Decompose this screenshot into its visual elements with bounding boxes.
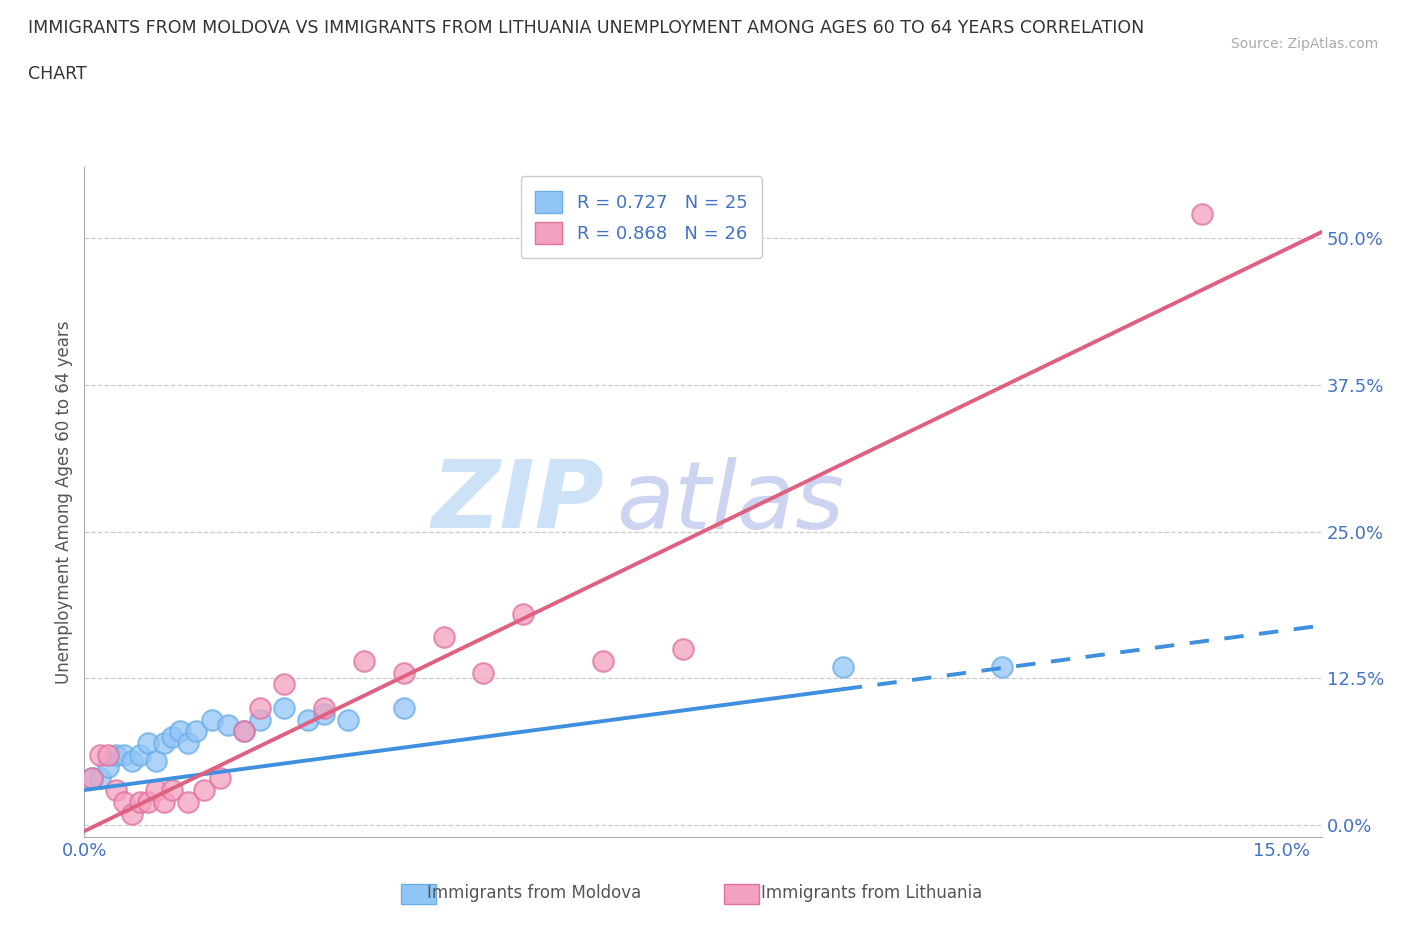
Point bbox=[233, 724, 256, 738]
Text: Source: ZipAtlas.com: Source: ZipAtlas.com bbox=[1230, 37, 1378, 51]
Point bbox=[353, 654, 375, 669]
Point bbox=[82, 771, 104, 786]
Text: IMMIGRANTS FROM MOLDOVA VS IMMIGRANTS FROM LITHUANIA UNEMPLOYMENT AMONG AGES 60 : IMMIGRANTS FROM MOLDOVA VS IMMIGRANTS FR… bbox=[28, 19, 1144, 36]
Point bbox=[392, 700, 415, 715]
Point bbox=[991, 659, 1014, 674]
Point bbox=[153, 794, 176, 809]
Point bbox=[169, 724, 191, 738]
Point bbox=[193, 782, 215, 797]
Text: ZIP: ZIP bbox=[432, 457, 605, 548]
Text: Immigrants from Lithuania: Immigrants from Lithuania bbox=[761, 884, 983, 902]
Point bbox=[432, 630, 454, 644]
Point bbox=[297, 712, 319, 727]
Point bbox=[1191, 207, 1213, 222]
Point bbox=[177, 736, 200, 751]
Point bbox=[201, 712, 224, 727]
Point bbox=[136, 794, 159, 809]
Point bbox=[160, 730, 183, 745]
Point bbox=[233, 724, 256, 738]
Point bbox=[831, 659, 853, 674]
Point bbox=[89, 748, 111, 763]
Text: Immigrants from Moldova: Immigrants from Moldova bbox=[427, 884, 641, 902]
Point bbox=[112, 748, 135, 763]
Point bbox=[112, 794, 135, 809]
Point bbox=[312, 700, 335, 715]
Point bbox=[472, 665, 495, 680]
Point bbox=[153, 736, 176, 751]
Point bbox=[105, 782, 128, 797]
Text: CHART: CHART bbox=[28, 65, 87, 83]
Point bbox=[97, 759, 120, 774]
Point bbox=[177, 794, 200, 809]
Point bbox=[592, 654, 614, 669]
Point bbox=[121, 753, 143, 768]
Point bbox=[145, 782, 167, 797]
Point bbox=[121, 806, 143, 821]
Point bbox=[129, 748, 152, 763]
Point bbox=[136, 736, 159, 751]
Point bbox=[512, 606, 534, 621]
Point bbox=[249, 700, 271, 715]
Point bbox=[249, 712, 271, 727]
Text: atlas: atlas bbox=[616, 457, 845, 548]
Point bbox=[336, 712, 359, 727]
Point bbox=[184, 724, 207, 738]
Point bbox=[160, 782, 183, 797]
Point bbox=[97, 748, 120, 763]
Point bbox=[217, 718, 239, 733]
Point bbox=[312, 706, 335, 721]
Y-axis label: Unemployment Among Ages 60 to 64 years: Unemployment Among Ages 60 to 64 years bbox=[55, 321, 73, 684]
Point bbox=[672, 642, 695, 657]
Point bbox=[209, 771, 232, 786]
Point bbox=[129, 794, 152, 809]
Point bbox=[89, 771, 111, 786]
Legend: R = 0.727   N = 25, R = 0.868   N = 26: R = 0.727 N = 25, R = 0.868 N = 26 bbox=[520, 177, 762, 259]
Point bbox=[145, 753, 167, 768]
Point bbox=[273, 677, 295, 692]
Point bbox=[105, 748, 128, 763]
Point bbox=[392, 665, 415, 680]
Point bbox=[82, 771, 104, 786]
Point bbox=[273, 700, 295, 715]
